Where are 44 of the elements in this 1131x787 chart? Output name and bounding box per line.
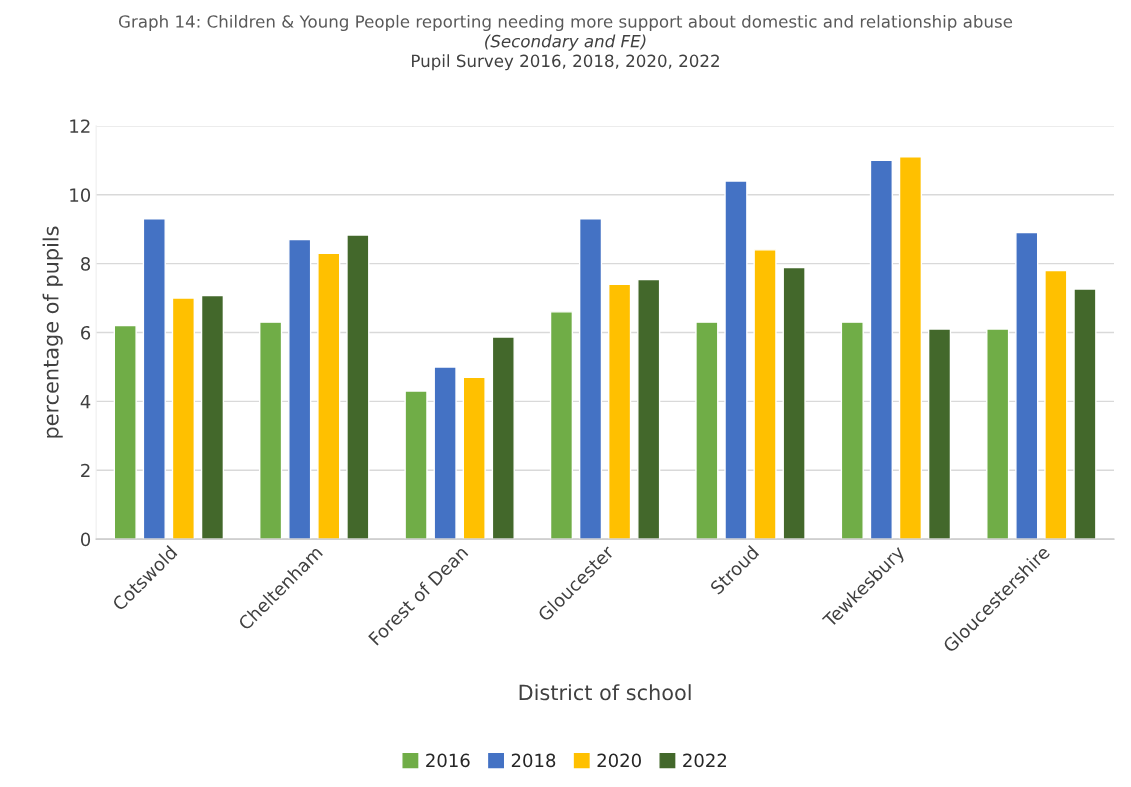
y-tick-label: 0 bbox=[80, 532, 91, 547]
bar bbox=[259, 321, 283, 540]
bar bbox=[869, 159, 893, 540]
chart-subtitle: (Secondary and FE) bbox=[485, 34, 646, 51]
legend-label: 2016 bbox=[426, 753, 470, 768]
bar bbox=[695, 321, 719, 540]
y-tick-label: 12 bbox=[70, 119, 90, 133]
bar bbox=[317, 252, 341, 540]
bar bbox=[637, 278, 661, 540]
bar bbox=[288, 238, 312, 540]
bar bbox=[840, 321, 864, 540]
bar bbox=[608, 283, 632, 540]
bar bbox=[549, 311, 574, 540]
y-tick-label: 6 bbox=[81, 325, 91, 340]
chart-title: Graph 14: Children & Young People reporting needing more support about domestic and relationship abuse bbox=[118, 14, 1013, 32]
bar bbox=[753, 249, 777, 540]
y-tick-label: 8 bbox=[81, 257, 91, 271]
bar bbox=[113, 324, 137, 540]
bar bbox=[927, 328, 952, 540]
bar bbox=[986, 328, 1010, 540]
y-tick-label: 4 bbox=[80, 395, 91, 409]
bar bbox=[462, 376, 486, 540]
legend-label: 2020 bbox=[597, 753, 641, 768]
legend-label: 2018 bbox=[511, 753, 556, 768]
x-axis-title: District of school bbox=[519, 684, 691, 701]
bar bbox=[1044, 269, 1068, 540]
bar bbox=[1073, 288, 1097, 540]
bar bbox=[200, 294, 225, 540]
bar bbox=[346, 234, 370, 540]
bar bbox=[404, 390, 428, 540]
bar bbox=[724, 180, 748, 540]
legend-label: 2022 bbox=[683, 753, 727, 768]
bar bbox=[142, 218, 166, 540]
y-tick-label: 2 bbox=[81, 463, 90, 478]
bar bbox=[782, 266, 806, 540]
text: Pupil Survey 2016, 2018, 2020, 2022 bbox=[412, 54, 719, 71]
bar bbox=[1015, 231, 1039, 540]
bar bbox=[898, 156, 923, 540]
bar bbox=[433, 366, 457, 540]
bar bbox=[578, 218, 603, 540]
y-tick-label: 10 bbox=[70, 188, 91, 202]
bar bbox=[171, 297, 195, 540]
bar bbox=[491, 336, 515, 540]
y-axis-title: percentage of pupils bbox=[42, 226, 63, 438]
